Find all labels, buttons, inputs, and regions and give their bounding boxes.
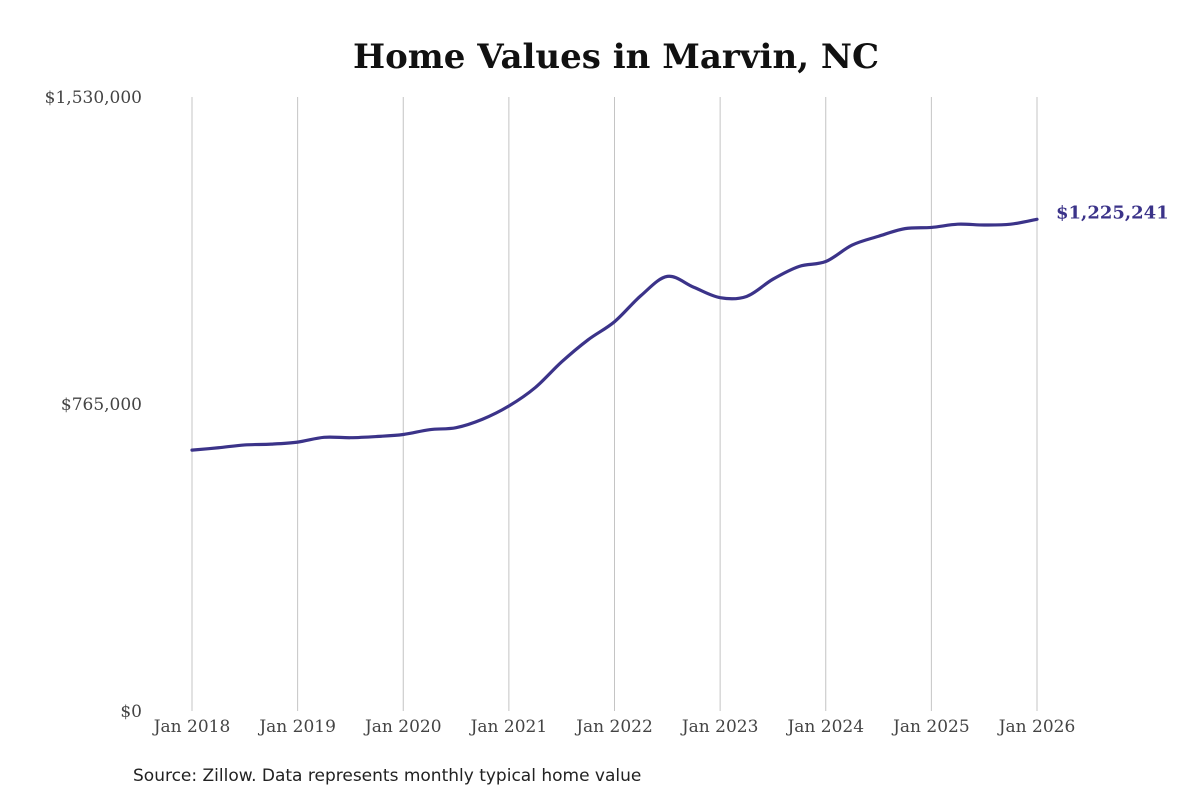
x-tick-label-4: Jan 2022 bbox=[574, 717, 653, 737]
x-axis-ticks: Jan 2018 Jan 2019 Jan 2020 Jan 2021 Jan 2022… bbox=[152, 717, 1076, 737]
x-tick-label-5: Jan 2023 bbox=[680, 717, 759, 737]
vertical-grid bbox=[191, 97, 1038, 711]
x-tick-label-0: Jan 2018 bbox=[152, 717, 231, 737]
x-tick-label-1: Jan 2019 bbox=[257, 717, 336, 737]
x-tick-label-3: Jan 2021 bbox=[469, 717, 548, 737]
x-tick-label-6: Jan 2024 bbox=[785, 717, 864, 737]
end-value-label-0: $1,225,241 bbox=[1056, 202, 1169, 223]
x-tick-label-2: Jan 2020 bbox=[363, 717, 442, 737]
x-tick-label-8: Jan 2026 bbox=[997, 717, 1076, 737]
source-note: Source: Zillow. Data represents monthly … bbox=[133, 766, 641, 786]
y-tick-label-2: $1,530,000 bbox=[45, 88, 142, 108]
series-layer: $1,225,241 bbox=[190, 202, 1169, 452]
y-axis-ticks: $0 $765,000 $1,530,000 bbox=[45, 88, 142, 722]
x-tick-label-7: Jan 2025 bbox=[891, 717, 970, 737]
chart-title: Home Values in Marvin, NC bbox=[353, 37, 879, 77]
series-line-0 bbox=[190, 217, 1039, 452]
y-tick-label-1: $765,000 bbox=[61, 395, 142, 415]
y-tick-label-0: $0 bbox=[120, 702, 142, 722]
